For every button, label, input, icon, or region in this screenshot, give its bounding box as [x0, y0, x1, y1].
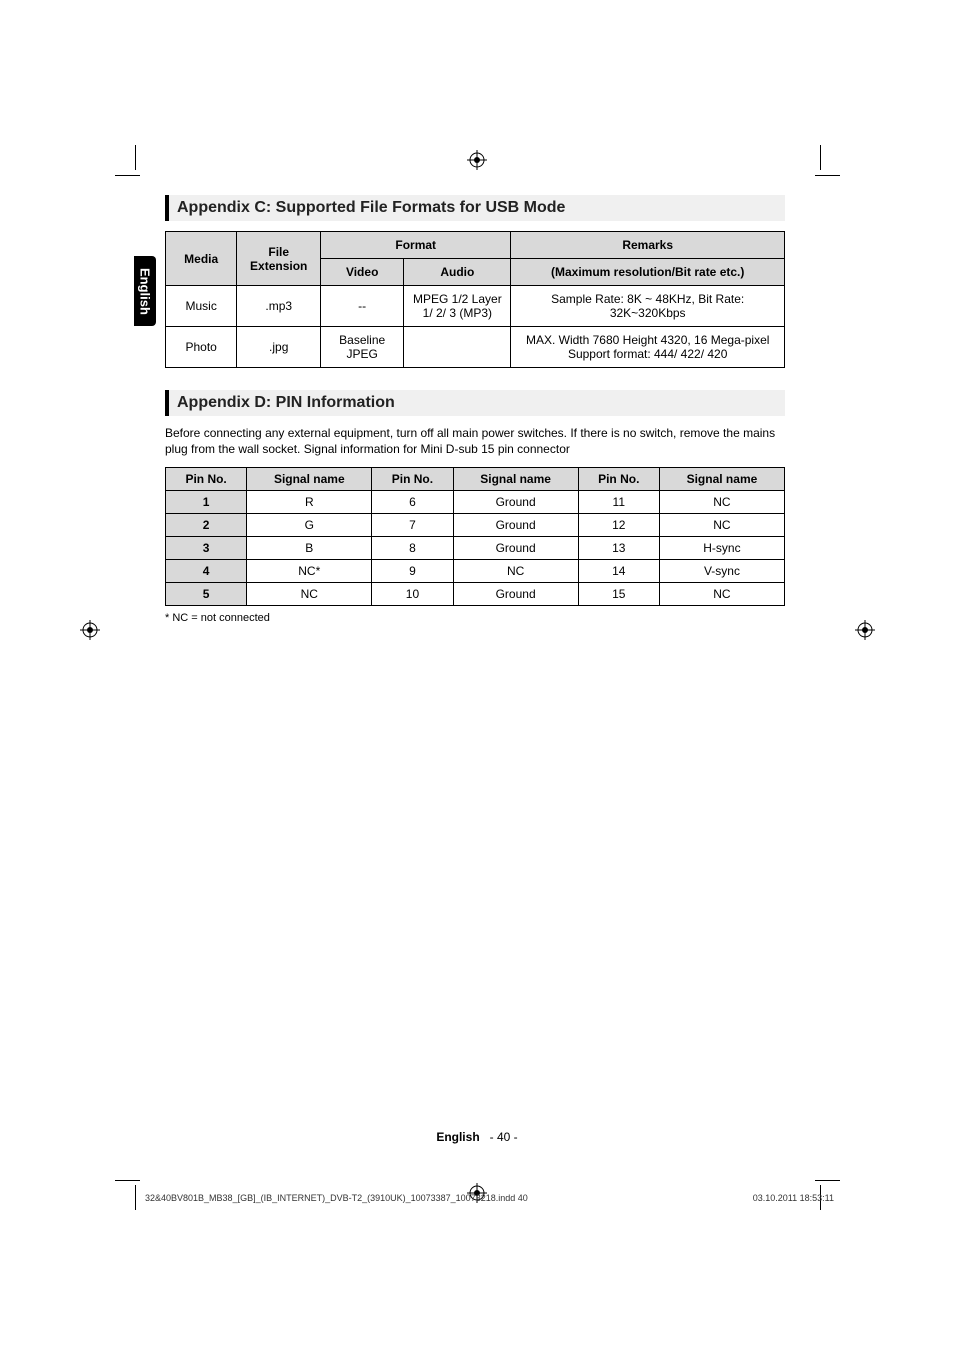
table-row: 3 B 8 Ground 13 H-sync	[166, 537, 785, 560]
crop-mark-bottom-right	[800, 1170, 840, 1210]
cell-signal: NC	[659, 583, 784, 606]
cell-pin: 13	[578, 537, 659, 560]
cell-pin: 2	[166, 514, 247, 537]
cell-remarks: MAX. Width 7680 Height 4320, 16 Mega-pix…	[511, 327, 785, 368]
table-row: 2 G 7 Ground 12 NC	[166, 514, 785, 537]
pin-table: Pin No. Signal name Pin No. Signal name …	[165, 467, 785, 606]
table-row: 5 NC 10 Ground 15 NC	[166, 583, 785, 606]
cell-audio	[404, 327, 511, 368]
cell-signal: V-sync	[659, 560, 784, 583]
cell-ext: .mp3	[237, 286, 321, 327]
cell-pin: 1	[166, 491, 247, 514]
table-row: 4 NC* 9 NC 14 V-sync	[166, 560, 785, 583]
cell-signal: G	[247, 514, 372, 537]
th-format: Format	[321, 232, 511, 259]
cell-remarks: Sample Rate: 8K ~ 48KHz, Bit Rate: 32K~3…	[511, 286, 785, 327]
pin-footnote: * NC = not connected	[165, 612, 785, 624]
table-row: Photo .jpg Baseline JPEG MAX. Width 7680…	[166, 327, 785, 368]
th-signal: Signal name	[453, 468, 578, 491]
th-signal: Signal name	[659, 468, 784, 491]
cell-signal: B	[247, 537, 372, 560]
cell-pin: 9	[372, 560, 453, 583]
cell-pin: 10	[372, 583, 453, 606]
cell-signal: NC	[659, 514, 784, 537]
print-meta-left: 32&40BV801B_MB38_[GB]_(IB_INTERNET)_DVB-…	[145, 1193, 528, 1203]
footer-lang: English	[436, 1130, 479, 1144]
cell-ext: .jpg	[237, 327, 321, 368]
cell-pin: 11	[578, 491, 659, 514]
th-media: Media	[166, 232, 237, 286]
cell-pin: 6	[372, 491, 453, 514]
appendix-d-intro: Before connecting any external equipment…	[165, 426, 785, 457]
footer-page-number: - 40 -	[490, 1130, 518, 1144]
table-header-row: Media File Extension Format Remarks	[166, 232, 785, 259]
cell-pin: 12	[578, 514, 659, 537]
cell-audio: MPEG 1/2 Layer 1/ 2/ 3 (MP3)	[404, 286, 511, 327]
print-meta-right: 03.10.2011 18:53:11	[753, 1193, 834, 1203]
remarks-line-2: Support format: 444/ 422/ 420	[568, 347, 727, 361]
cell-signal: Ground	[453, 491, 578, 514]
cell-signal: NC	[453, 560, 578, 583]
cell-pin: 8	[372, 537, 453, 560]
cell-video: --	[321, 286, 404, 327]
th-remarks-sub: (Maximum resolution/Bit rate etc.)	[511, 259, 785, 286]
language-side-tab: English	[134, 256, 156, 326]
cell-pin: 14	[578, 560, 659, 583]
registration-mark-right	[855, 620, 875, 640]
cell-pin: 5	[166, 583, 247, 606]
cell-video: Baseline JPEG	[321, 327, 404, 368]
cell-signal: Ground	[453, 583, 578, 606]
supported-formats-table: Media File Extension Format Remarks Vide…	[165, 231, 785, 368]
th-pin: Pin No.	[166, 468, 247, 491]
crop-mark-top-right	[800, 145, 840, 185]
appendix-c-heading: Appendix C: Supported File Formats for U…	[165, 195, 785, 221]
table-row: 1 R 6 Ground 11 NC	[166, 491, 785, 514]
th-file-extension: File Extension	[237, 232, 321, 286]
cell-media: Photo	[166, 327, 237, 368]
th-remarks: Remarks	[511, 232, 785, 259]
th-pin: Pin No.	[372, 468, 453, 491]
crop-mark-top-left	[115, 145, 155, 185]
th-pin: Pin No.	[578, 468, 659, 491]
appendix-d-heading: Appendix D: PIN Information	[165, 390, 785, 416]
th-audio: Audio	[404, 259, 511, 286]
cell-pin: 3	[166, 537, 247, 560]
page-content: Appendix C: Supported File Formats for U…	[165, 195, 785, 624]
cell-signal: H-sync	[659, 537, 784, 560]
cell-signal: NC*	[247, 560, 372, 583]
cell-pin: 15	[578, 583, 659, 606]
cell-signal: Ground	[453, 514, 578, 537]
remarks-line-1: MAX. Width 7680 Height 4320, 16 Mega-pix…	[526, 333, 769, 347]
cell-media: Music	[166, 286, 237, 327]
pin-header-row: Pin No. Signal name Pin No. Signal name …	[166, 468, 785, 491]
cell-pin: 7	[372, 514, 453, 537]
crop-mark-bottom-left	[115, 1170, 155, 1210]
cell-signal: NC	[247, 583, 372, 606]
registration-mark-left	[80, 620, 100, 640]
registration-mark-top	[467, 150, 487, 170]
cell-pin: 4	[166, 560, 247, 583]
th-signal: Signal name	[247, 468, 372, 491]
cell-signal: NC	[659, 491, 784, 514]
cell-signal: Ground	[453, 537, 578, 560]
th-video: Video	[321, 259, 404, 286]
cell-signal: R	[247, 491, 372, 514]
table-row: Music .mp3 -- MPEG 1/2 Layer 1/ 2/ 3 (MP…	[166, 286, 785, 327]
page-footer: English - 40 -	[0, 1130, 954, 1144]
